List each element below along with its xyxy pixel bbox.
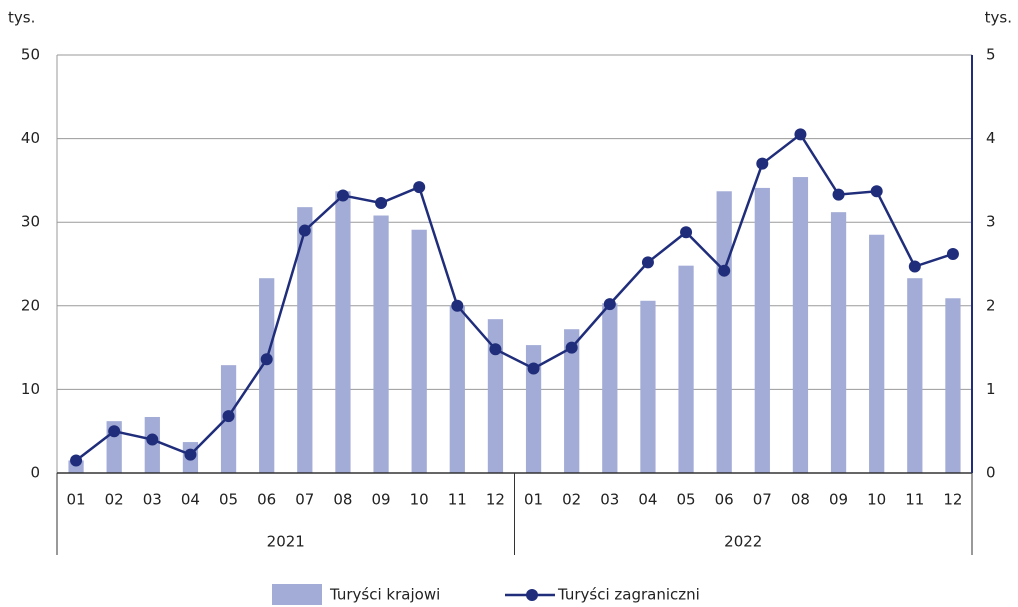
y2-tick-label: 1 bbox=[986, 380, 996, 398]
x-tick-label: 01 bbox=[67, 491, 86, 509]
line-marker bbox=[946, 247, 959, 260]
y-tick-label: 40 bbox=[21, 129, 40, 147]
x-tick-label: 05 bbox=[677, 491, 696, 509]
x-tick-label: 02 bbox=[562, 491, 581, 509]
x-tick-label: 01 bbox=[524, 491, 543, 509]
y-tick-label: 0 bbox=[30, 464, 40, 482]
legend-label: Turyści zagraniczni bbox=[557, 586, 700, 604]
x-tick-label: 07 bbox=[753, 491, 772, 509]
x-tick-label: 11 bbox=[448, 491, 467, 509]
bar bbox=[373, 215, 389, 473]
x-tick-label: 02 bbox=[105, 491, 124, 509]
x-tick-label: 03 bbox=[600, 491, 619, 509]
x-tick-label: 08 bbox=[333, 491, 352, 509]
bar bbox=[716, 191, 732, 473]
bar bbox=[830, 212, 847, 473]
y2-tick-label: 5 bbox=[986, 46, 996, 64]
x-tick-label: 03 bbox=[143, 491, 162, 509]
line-marker bbox=[336, 189, 349, 202]
x-tick-label: 07 bbox=[295, 491, 314, 509]
line-marker bbox=[794, 128, 807, 141]
y2-tick-label: 4 bbox=[986, 129, 996, 147]
bar bbox=[449, 305, 465, 473]
bar bbox=[678, 265, 694, 473]
x-tick-label: 10 bbox=[410, 491, 429, 509]
x-tick-label: 12 bbox=[943, 491, 962, 509]
line-marker bbox=[603, 298, 616, 311]
group-label: 2021 bbox=[267, 533, 305, 551]
line-marker bbox=[146, 433, 159, 446]
y2-unit: tys. bbox=[985, 9, 1012, 27]
bar bbox=[754, 187, 770, 473]
line-marker bbox=[565, 341, 578, 354]
x-tick-label: 06 bbox=[257, 491, 276, 509]
x-tick-label: 10 bbox=[867, 491, 886, 509]
bar bbox=[792, 177, 809, 473]
bar bbox=[297, 207, 313, 474]
line-marker bbox=[375, 196, 388, 209]
y-tick-label: 20 bbox=[21, 296, 40, 314]
bar bbox=[945, 298, 961, 473]
bar bbox=[602, 303, 618, 473]
line-marker bbox=[70, 454, 83, 467]
line-marker bbox=[641, 256, 654, 269]
bar bbox=[525, 345, 542, 473]
line-marker bbox=[222, 410, 235, 423]
x-tick-label: 09 bbox=[829, 491, 848, 509]
bar bbox=[640, 300, 656, 473]
line-marker bbox=[489, 343, 502, 356]
y-tick-label: 10 bbox=[21, 380, 40, 398]
x-tick-label: 04 bbox=[181, 491, 200, 509]
line-marker bbox=[527, 362, 540, 375]
group-label: 2022 bbox=[724, 533, 762, 551]
y2-tick-label: 2 bbox=[986, 296, 996, 314]
line-marker bbox=[870, 185, 883, 198]
bar bbox=[869, 234, 885, 473]
bar bbox=[259, 278, 275, 473]
line-marker bbox=[718, 264, 731, 277]
y-tick-label: 30 bbox=[21, 213, 40, 231]
bar bbox=[411, 229, 427, 473]
line-marker bbox=[413, 181, 426, 194]
x-tick-label: 11 bbox=[905, 491, 924, 509]
x-tick-label: 09 bbox=[372, 491, 391, 509]
x-tick-label: 06 bbox=[715, 491, 734, 509]
line-marker bbox=[184, 448, 197, 461]
line-marker bbox=[680, 226, 693, 239]
line-marker bbox=[756, 157, 769, 170]
line-marker bbox=[451, 299, 464, 312]
y2-tick-label: 0 bbox=[986, 464, 996, 482]
bar bbox=[564, 329, 580, 473]
line bbox=[75, 132, 954, 462]
line-marker bbox=[832, 188, 845, 201]
y-tick-label: 50 bbox=[21, 46, 40, 64]
bar bbox=[335, 191, 351, 473]
x-tick-label: 04 bbox=[638, 491, 657, 509]
line-marker bbox=[260, 353, 273, 366]
legend-marker bbox=[526, 589, 538, 601]
bar bbox=[487, 319, 504, 473]
line-marker bbox=[108, 425, 121, 438]
bar bbox=[907, 278, 923, 473]
x-tick-label: 08 bbox=[791, 491, 810, 509]
line-marker bbox=[298, 224, 311, 237]
y2-tick-label: 3 bbox=[986, 213, 996, 231]
x-tick-label: 05 bbox=[219, 491, 238, 509]
legend-swatch bbox=[272, 584, 322, 605]
x-tick-label: 12 bbox=[486, 491, 505, 509]
y-unit: tys. bbox=[8, 9, 35, 27]
legend-label: Turyści krajowi bbox=[329, 586, 440, 604]
line-marker bbox=[908, 260, 921, 273]
